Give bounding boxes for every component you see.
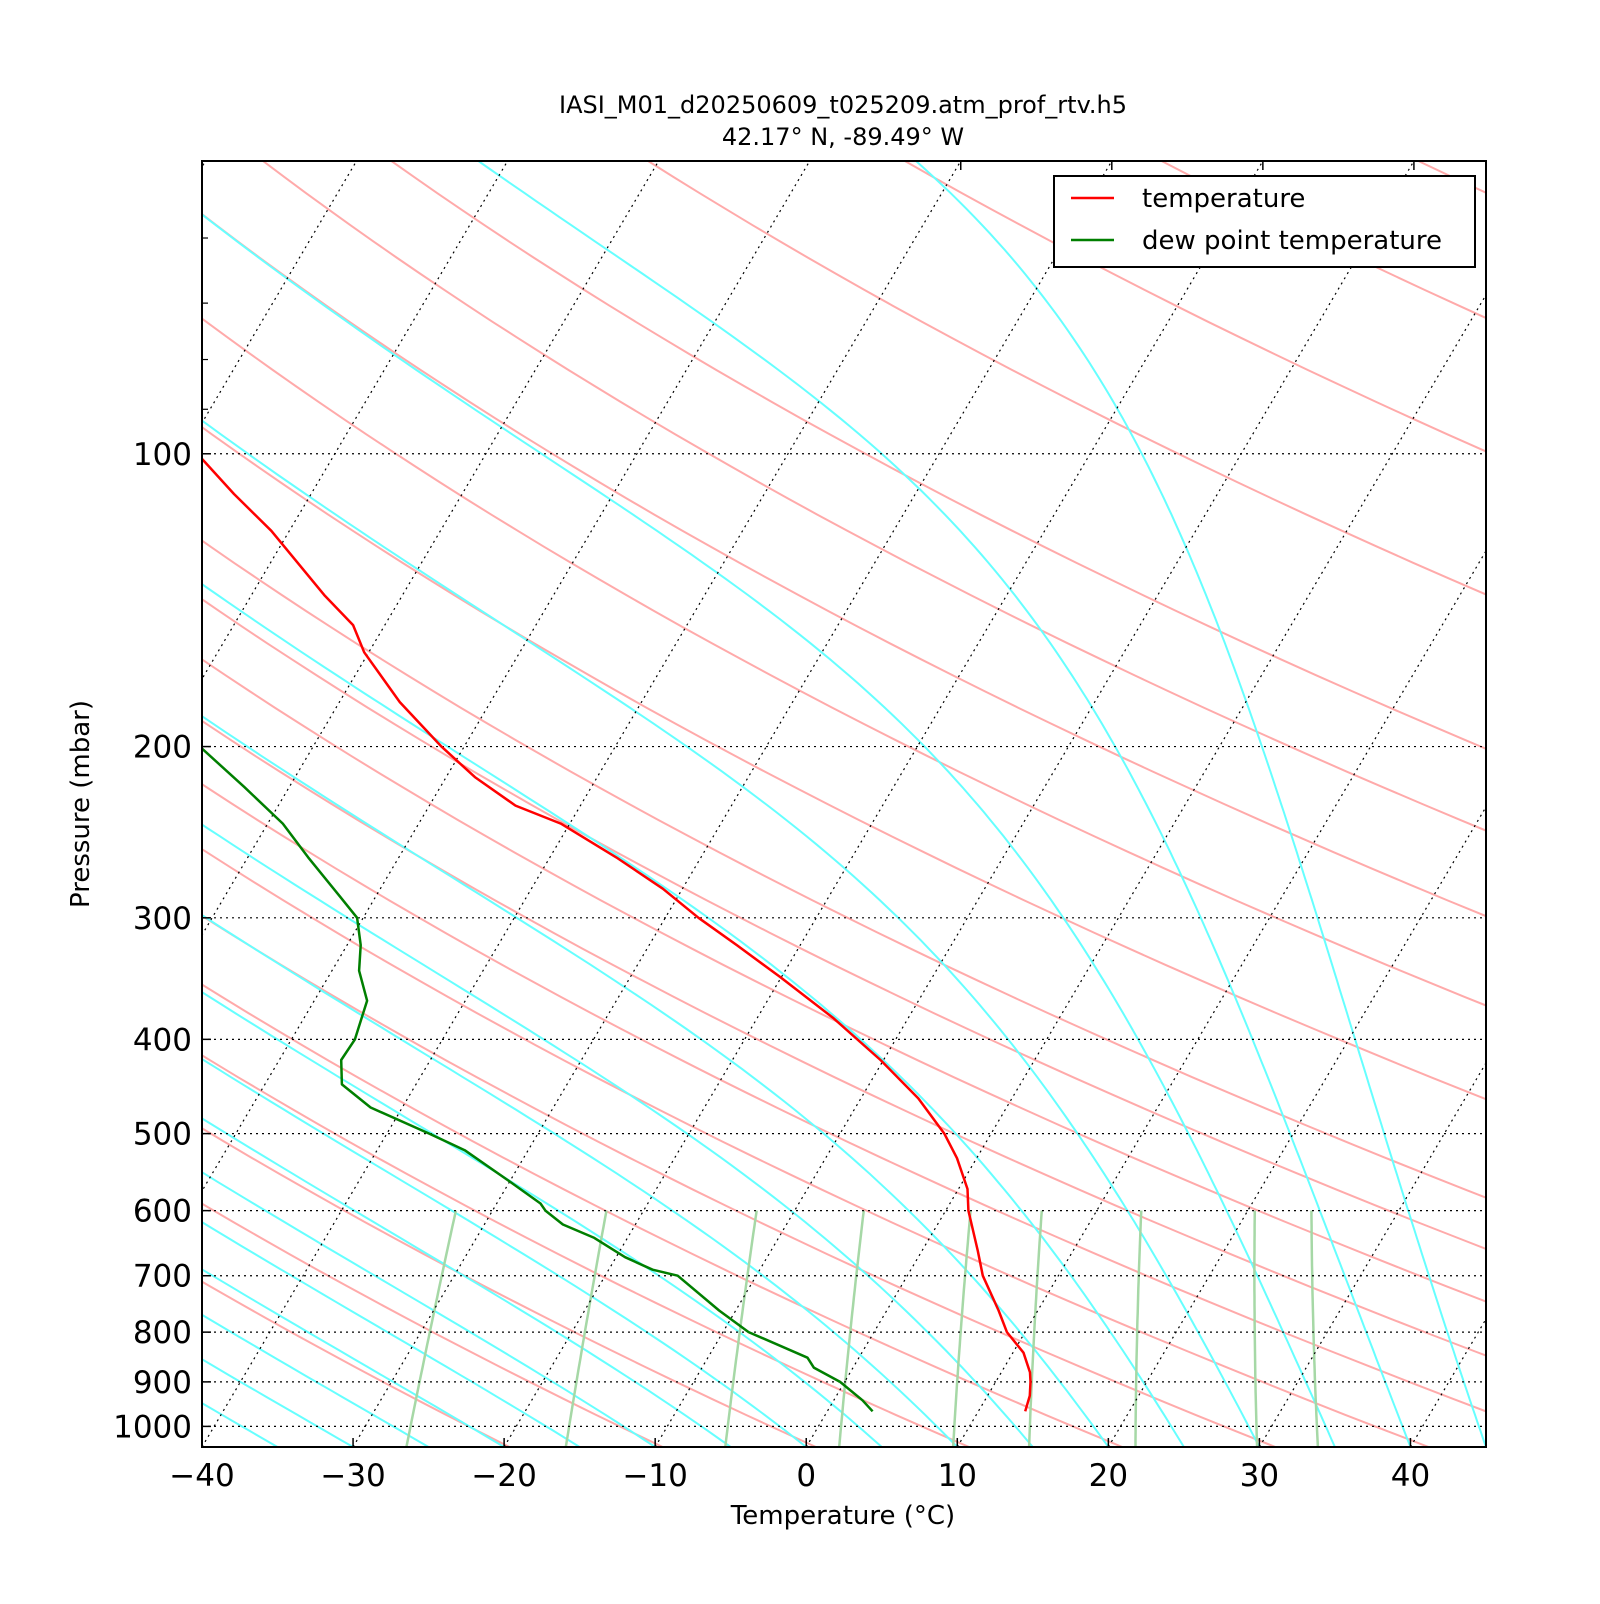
y-tick-label: 800 [133, 1315, 192, 1351]
moist-adiabat [202, 1402, 278, 1447]
mixing-ratio-line [564, 1210, 608, 1447]
dry-adiabat [202, 598, 1486, 1250]
moist-adiabat [202, 1057, 807, 1447]
y-tick-label: 600 [133, 1194, 192, 1230]
x-tick-label: 20 [1089, 1458, 1128, 1494]
moist-adiabat [915, 161, 1486, 1447]
moist-adiabat [202, 715, 1110, 1447]
x-tick-label: 10 [938, 1458, 977, 1494]
dry-adiabat [262, 161, 1486, 832]
dry-adiabat [202, 317, 1486, 1007]
y-tick-label: 300 [133, 901, 192, 937]
x-tick-label: −20 [471, 1458, 536, 1494]
dry-adiabat [202, 425, 1486, 1101]
y-tick-label: 1000 [113, 1409, 192, 1445]
mixing-ratio-line [724, 1210, 758, 1447]
moist-adiabat [202, 582, 1185, 1447]
x-tick-label: 40 [1391, 1458, 1430, 1494]
y-axis-label: Pressure (mbar) [66, 700, 96, 908]
x-tick-label: 30 [1240, 1458, 1279, 1494]
dry-adiabat [202, 914, 1276, 1447]
legend-box [1053, 175, 1476, 268]
x-tick-label: −40 [169, 1458, 234, 1494]
moist-adiabat [202, 1313, 430, 1447]
y-tick-label: 200 [133, 730, 192, 766]
dry-adiabat [202, 847, 1429, 1447]
isotherm [1409, 1317, 1486, 1447]
isotherm [1107, 805, 1486, 1447]
dry-adiabat [202, 539, 1486, 1199]
mixing-ratio-line [1134, 1210, 1143, 1447]
moist-adiabat [202, 213, 1336, 1447]
dewpoint-line [202, 746, 874, 1413]
dry-adiabat [202, 983, 1123, 1447]
mixing-ratio-line [405, 1210, 458, 1447]
moist-adiabat [477, 161, 1412, 1447]
isotherm [1258, 1061, 1486, 1447]
moist-adiabat [202, 1117, 732, 1447]
moist-adiabat [202, 913, 959, 1447]
moist-adiabat [202, 1358, 354, 1447]
legend-label-dewpoint: dew point temperature [1142, 226, 1442, 256]
dry-adiabat [202, 783, 1486, 1413]
mixing-ratio-line [1027, 1210, 1044, 1447]
dry-adiabat [202, 212, 1486, 918]
x-tick-label: −10 [622, 1458, 687, 1494]
dry-adiabat [202, 1054, 970, 1447]
y-tick-label: 100 [133, 437, 192, 473]
axis-ticks: −40 −30 −20 −10 0 10 20 30 40 100 200 300 400 500 600 7… [113, 160, 1430, 1494]
y-tick-label: 700 [133, 1259, 192, 1295]
x-tick-label: 0 [796, 1458, 816, 1494]
isobar-grid [202, 453, 1486, 1427]
moist-adiabat [202, 823, 1034, 1447]
dry-adiabat [1417, 161, 1486, 194]
dry-adiabat [202, 1202, 664, 1447]
mixing-ratio-line [1253, 1210, 1259, 1447]
isotherm [202, 161, 206, 169]
isotherm [654, 161, 1415, 1447]
isotherm [805, 293, 1486, 1447]
isotherm [202, 161, 962, 1447]
moist-adiabat [202, 990, 883, 1447]
moist-adiabat [202, 1445, 203, 1447]
dry-adiabat [202, 658, 1486, 1303]
series-lines [202, 456, 1032, 1413]
x-axis-label: Temperature (°C) [730, 1501, 955, 1531]
chart-title: IASI_M01_d20250609_t025209.atm_prof_rtv.… [559, 91, 1127, 119]
mixing-ratio-line [837, 1210, 866, 1447]
moist-adiabat [202, 1220, 581, 1447]
y-tick-label: 400 [133, 1022, 192, 1058]
mixing-ratio-line [951, 1210, 972, 1447]
background-lines [0, 161, 1486, 1447]
dry-adiabat [202, 719, 1486, 1357]
isotherm [202, 161, 358, 425]
mixing-ratio-line [1310, 1210, 1320, 1447]
moist-adiabat [202, 1171, 656, 1447]
dry-adiabat [390, 161, 1486, 750]
y-tick-label: 500 [133, 1117, 192, 1153]
dry-adiabat [202, 1127, 817, 1447]
isotherm [956, 549, 1486, 1447]
dry-adiabat [1161, 161, 1486, 320]
legend-label-temperature: temperature [1142, 184, 1305, 214]
chart-subtitle: 42.17° N, -89.49° W [722, 123, 964, 151]
dry-adiabat [904, 161, 1486, 453]
y-tick-label: 900 [133, 1365, 192, 1401]
dry-adiabat [647, 161, 1486, 596]
isotherm [0, 161, 54, 1447]
x-tick-label: −30 [320, 1458, 385, 1494]
legend: temperature dew point temperature [1053, 175, 1476, 268]
plot-frame [201, 160, 1487, 1448]
temperature-line [202, 456, 1032, 1412]
